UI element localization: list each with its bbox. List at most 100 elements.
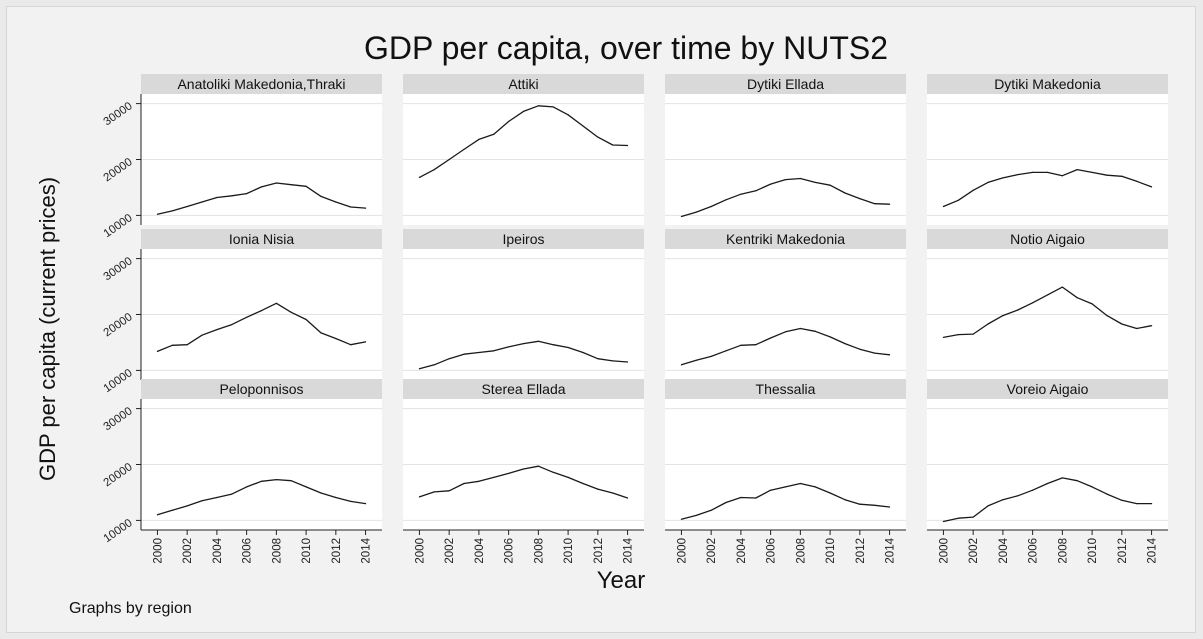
data-point [1106, 174, 1108, 176]
data-point [888, 354, 891, 356]
data-point [874, 203, 876, 205]
panel-strip-label: Ionia Nisia [229, 231, 295, 247]
data-point [680, 518, 683, 520]
panel-sterea-ellada: Sterea Ellada 2000 2002 2004 2006 2008 2010 201… [403, 379, 644, 564]
data-point [290, 184, 292, 186]
x-tick-label: 2004 [736, 537, 748, 563]
x-tick-label: 2002 [182, 538, 194, 564]
panel-kentriki-makedonia: Kentriki Makedonia [665, 229, 906, 380]
x-tick-label: 2008 [533, 538, 545, 564]
panel-anatoliki-makedonia-thraki: Anatoliki Makedonia,Thraki 10000 20000 3000… [102, 74, 382, 240]
panels-group: Anatoliki Makedonia,Thraki 10000 20000 3000… [102, 74, 1168, 564]
data-point [829, 184, 831, 186]
data-point [1017, 495, 1019, 497]
data-point [957, 334, 959, 336]
data-point [156, 213, 159, 215]
graphs-by-note: Graphs by region [69, 600, 192, 617]
data-point [567, 346, 569, 349]
panel-strip [403, 379, 644, 399]
panel-peloponnisos: Peloponnisos 10000 20000 30000 2000 2002 2004 2… [102, 379, 382, 564]
data-point [463, 353, 465, 355]
data-point [626, 497, 629, 499]
data-point [186, 344, 188, 346]
data-point [1002, 315, 1004, 317]
data-point [433, 364, 435, 366]
data-point [508, 472, 510, 475]
data-point [1106, 315, 1108, 317]
y-tick-label: 10000 [102, 517, 135, 545]
data-point [448, 490, 450, 492]
x-tick-label: 2004 [212, 537, 224, 563]
data-point [1061, 286, 1063, 288]
panel-voreio-aigaio: Voreio Aigaio 2000 2002 2004 2006 2008 2010 201… [927, 379, 1168, 564]
data-point [156, 514, 159, 516]
data-point [1017, 309, 1019, 311]
data-point [680, 364, 683, 366]
data-point [695, 211, 697, 213]
data-point [1046, 482, 1049, 485]
x-tick-label: 2010 [563, 538, 575, 564]
panel-attiki: Attiki [403, 74, 644, 225]
x-tick-label: 2000 [414, 538, 426, 564]
data-point [844, 192, 846, 194]
data-point [799, 482, 801, 485]
data-point [942, 520, 945, 523]
panel-strip-label: Notio Aigaio [1010, 231, 1085, 247]
data-point [171, 210, 173, 212]
data-point [478, 351, 480, 354]
data-point [784, 179, 787, 181]
data-point [695, 514, 697, 516]
data-point [814, 486, 816, 488]
chart-svg: GDP per capita, over time by NUTS2 GDP p… [35, 30, 1168, 617]
data-point [364, 341, 367, 343]
x-tick-label: 2004 [998, 537, 1010, 563]
data-point [156, 350, 159, 352]
data-point [567, 476, 569, 478]
data-point [844, 342, 846, 345]
data-point [216, 496, 218, 499]
data-point [695, 359, 697, 361]
x-tick-label: 2014 [885, 537, 897, 563]
data-point [814, 181, 816, 184]
x-tick-label: 2002 [968, 538, 980, 564]
y-tick-label: 20000 [102, 461, 135, 489]
data-point [1150, 186, 1153, 188]
y-tick-label: 10000 [102, 367, 135, 395]
data-point [1150, 503, 1153, 505]
data-point [1150, 325, 1153, 327]
data-point [418, 368, 421, 370]
data-point [350, 500, 352, 502]
data-point [972, 516, 974, 518]
data-point [874, 352, 876, 354]
data-point [320, 332, 322, 334]
data-point [305, 185, 307, 187]
data-point [1091, 171, 1093, 173]
data-point [799, 177, 801, 180]
data-point [552, 471, 554, 473]
panel-thessalia: Thessalia 2000 2002 2004 2006 2008 2010 2012 201… [665, 379, 906, 564]
data-point [290, 311, 292, 313]
data-point [186, 205, 188, 208]
y-tick-label: 30000 [102, 100, 135, 128]
data-point [770, 183, 772, 185]
data-point [335, 496, 337, 499]
chart-frame: GDP per capita, over time by NUTS2 GDP p… [6, 6, 1196, 633]
data-point [740, 193, 742, 195]
data-point [216, 196, 218, 199]
panel-strip-label: Kentriki Makedonia [726, 231, 845, 247]
panel-strip [927, 229, 1168, 249]
data-point [1076, 297, 1078, 299]
data-point [1076, 168, 1078, 171]
data-point [463, 148, 465, 151]
data-point [755, 190, 757, 192]
data-point [597, 136, 599, 138]
data-point [201, 334, 203, 336]
data-point [508, 346, 510, 348]
x-tick-label: 2006 [242, 538, 254, 564]
data-point [957, 517, 959, 519]
data-point [725, 350, 727, 352]
data-point [364, 207, 367, 209]
x-tick-label: 2014 [1147, 537, 1159, 563]
data-point [350, 206, 352, 208]
data-point [1032, 171, 1034, 173]
